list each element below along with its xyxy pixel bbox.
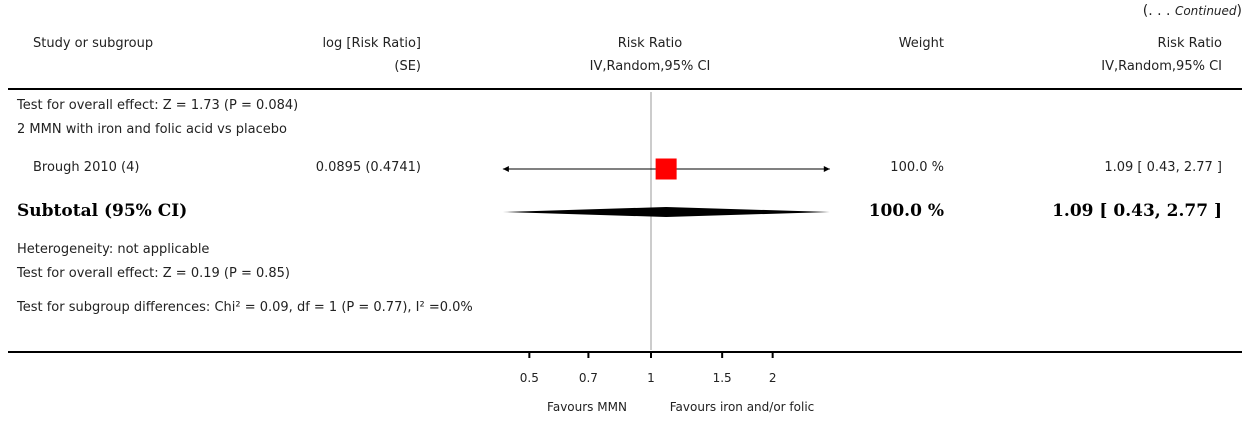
subtotal-ci: 1.09 [ 0.43, 2.77 ] <box>1052 201 1222 221</box>
x-tick-label: 2 <box>769 371 777 385</box>
overall-effect: Test for overall effect: Z = 0.19 (P = 0… <box>17 266 290 281</box>
continued-label: Continued <box>1174 4 1237 18</box>
prev-overall-effect: Test for overall effect: Z = 1.73 (P = 0… <box>17 98 299 113</box>
x-tick-label: 0.5 <box>520 371 539 385</box>
subtotal-label: Subtotal (95% CI) <box>17 201 188 221</box>
subtotal-weight: 100.0 % <box>868 201 944 221</box>
header-logrr-sub: (SE) <box>394 59 421 74</box>
header-weight: Weight <box>898 36 944 51</box>
header-logrr: log [Risk Ratio] <box>322 36 421 51</box>
header-rr2-sub: IV,Random,95% CI <box>1101 59 1222 74</box>
header-rr-sub: IV,Random,95% CI <box>589 59 711 74</box>
header-rule <box>8 88 1242 90</box>
continued-prefix: (. . . <box>1142 3 1171 19</box>
continued-marker: (. . . Continued) <box>1143 3 1242 19</box>
x-tick-label: 1.5 <box>713 371 732 385</box>
x-tick-label: 1 <box>647 371 655 385</box>
study-logrr: 0.0895 (0.4741) <box>315 160 421 175</box>
favours-left-label: Favours MMN <box>547 400 627 414</box>
favours-right-label: Favours iron and/or folic <box>670 400 815 414</box>
study-ci-arrow-left <box>502 166 509 172</box>
study-point-box <box>655 158 677 180</box>
study-name: Brough 2010 (4) <box>33 160 140 175</box>
header-rr: Risk Ratio <box>617 36 683 51</box>
study-weight: 100.0 % <box>890 160 944 175</box>
group-title: 2 MMN with iron and folic acid vs placeb… <box>17 122 287 137</box>
heterogeneity: Heterogeneity: not applicable <box>17 242 210 257</box>
continued-suffix: ) <box>1236 3 1242 19</box>
subgroup-differences: Test for subgroup differences: Chi² = 0.… <box>17 300 473 315</box>
footer-rule <box>8 351 1242 353</box>
subtotal-diamond <box>502 207 830 217</box>
header-rr2: Risk Ratio <box>1157 36 1222 51</box>
study-ci-arrow-right <box>823 166 830 172</box>
x-tick-label: 0.7 <box>579 371 598 385</box>
study-ci: 1.09 [ 0.43, 2.77 ] <box>1104 160 1222 175</box>
header-study: Study or subgroup <box>33 36 154 51</box>
